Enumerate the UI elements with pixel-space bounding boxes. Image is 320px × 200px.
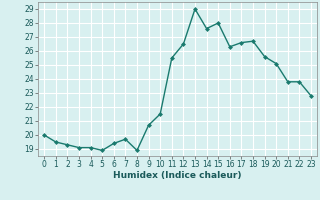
X-axis label: Humidex (Indice chaleur): Humidex (Indice chaleur)	[113, 171, 242, 180]
